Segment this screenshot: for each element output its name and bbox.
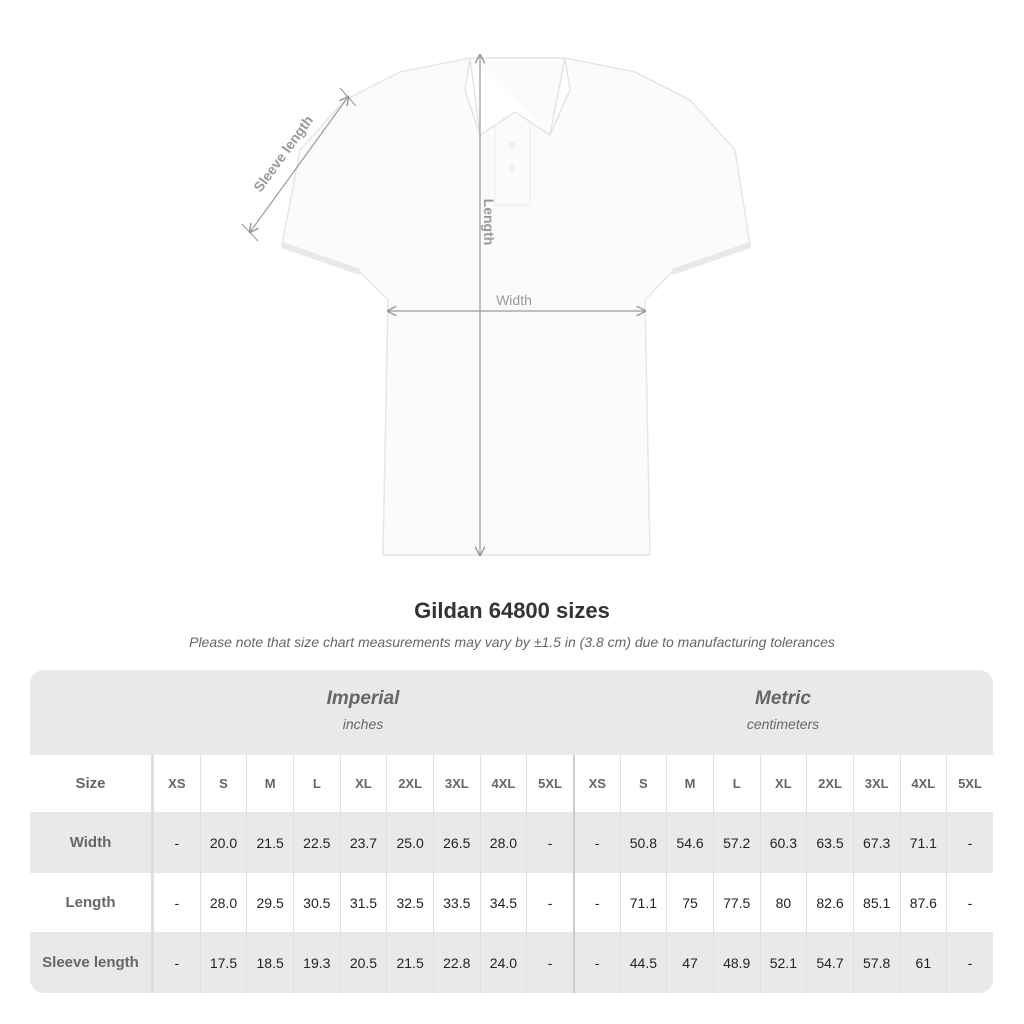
table-cell: 60.3 [759, 812, 807, 873]
metric-header: Metric centimeters [573, 670, 993, 755]
table-cell: S [199, 755, 247, 812]
table-cell: 61 [899, 932, 947, 993]
table-cell: - [946, 812, 993, 873]
table-cell: L [712, 755, 760, 812]
table-cell: 24.0 [479, 932, 527, 993]
table-cell: 77.5 [712, 873, 760, 932]
table-cell: XS [572, 755, 620, 812]
table-cell: 18.5 [246, 932, 293, 993]
width-label: Width [496, 292, 532, 308]
table-cell: 31.5 [339, 873, 387, 932]
table-cell: 67.3 [852, 812, 900, 873]
table-cell: M [246, 755, 293, 812]
table-cell: 50.8 [619, 812, 667, 873]
table-cell: 5XL [946, 755, 993, 812]
table-cell: 34.5 [479, 873, 527, 932]
table-cell: 20.0 [199, 812, 247, 873]
length-label: Length [481, 199, 497, 246]
table-cell: 22.5 [292, 812, 340, 873]
table-cell: - [526, 932, 573, 993]
table-cell: - [572, 932, 620, 993]
table-cell: 52.1 [759, 932, 807, 993]
metric-unit: centimeters [746, 716, 820, 732]
table-cell: XS [153, 755, 200, 812]
table-cell: XL [759, 755, 807, 812]
sleeve-arrow [250, 97, 348, 232]
table-cell: 57.2 [712, 812, 760, 873]
table-cell: 87.6 [899, 873, 947, 932]
size-table: Imperial inches Metric centimeters Size X… [30, 670, 993, 993]
table-cell: L [292, 755, 340, 812]
table-cell: 33.5 [432, 873, 480, 932]
table-cell: 23.7 [339, 812, 387, 873]
row-label: Length [30, 873, 153, 932]
table-cell: 26.5 [432, 812, 480, 873]
table-cell: 20.5 [339, 932, 387, 993]
table-cell: 30.5 [292, 873, 340, 932]
table-cell: 3XL [432, 755, 480, 812]
table-cell: - [946, 932, 993, 993]
table-cell: 29.5 [246, 873, 293, 932]
table-cell: - [153, 873, 200, 932]
table-cell: XL [339, 755, 387, 812]
imperial-heading: Imperial [326, 688, 400, 709]
table-cell: 4XL [899, 755, 947, 812]
table-cell: 54.7 [806, 932, 853, 993]
table-cell: 82.6 [806, 873, 853, 932]
table-cell: 17.5 [199, 932, 247, 993]
table-cell: 71.1 [899, 812, 947, 873]
table-cell: 25.0 [386, 812, 433, 873]
table-cell: 2XL [386, 755, 433, 812]
table-cell: 57.8 [852, 932, 900, 993]
metric-heading: Metric [755, 688, 811, 709]
table-cell: 80 [759, 873, 807, 932]
table-cell: 71.1 [619, 873, 667, 932]
table-cell: - [153, 932, 200, 993]
polo-shirt-diagram: Length Width Sleeve length [241, 0, 751, 580]
table-cell: 2XL [806, 755, 853, 812]
table-cell: 44.5 [619, 932, 667, 993]
row-label: Width [30, 812, 153, 873]
table-cell: - [572, 812, 620, 873]
table-cell: 21.5 [386, 932, 433, 993]
table-cell: 85.1 [852, 873, 900, 932]
table-cell: 4XL [479, 755, 527, 812]
row-label: Size [30, 755, 153, 812]
tolerance-note: Please note that size chart measurements… [189, 634, 835, 650]
table-cell: 47 [666, 932, 713, 993]
table-cell: 28.0 [199, 873, 247, 932]
row-label: Sleeve length [30, 932, 153, 993]
table-cell: 32.5 [386, 873, 433, 932]
size-header-row: Size XS S M L XL 2XL 3XL 4XL 5XL XS S M L XL 2XL 3XL 4XL 5… [30, 755, 993, 812]
table-cell: 63.5 [806, 812, 853, 873]
table-cell: S [619, 755, 667, 812]
table-cell: 48.9 [712, 932, 760, 993]
table-row: Sleeve length -17.5 18.5 19.3 20.5 21.5 22.8 24… [30, 932, 993, 993]
table-row: Length -28.0 29.5 30.5 31.5 32.5 33.5 34.5- -71.… [30, 873, 993, 932]
table-row: Width -20.0 21.5 22.5 23.7 25.0 26.5 28.0- -50.8… [30, 812, 993, 873]
table-cell: 28.0 [479, 812, 527, 873]
table-cell: 54.6 [666, 812, 713, 873]
table-cell: - [946, 873, 993, 932]
table-cell: 22.8 [432, 932, 480, 993]
table-cell: 21.5 [246, 812, 293, 873]
table-cell: 5XL [526, 755, 573, 812]
table-cell: 75 [666, 873, 713, 932]
table-cell: - [526, 873, 573, 932]
table-cell: - [153, 812, 200, 873]
page-title: Gildan 64800 sizes [414, 598, 610, 623]
table-cell: M [666, 755, 713, 812]
imperial-header: Imperial inches [153, 670, 573, 755]
table-cell: 19.3 [292, 932, 340, 993]
table-cell: 3XL [852, 755, 900, 812]
table-cell: - [526, 812, 573, 873]
imperial-unit: inches [342, 716, 384, 732]
table-cell: - [572, 873, 620, 932]
